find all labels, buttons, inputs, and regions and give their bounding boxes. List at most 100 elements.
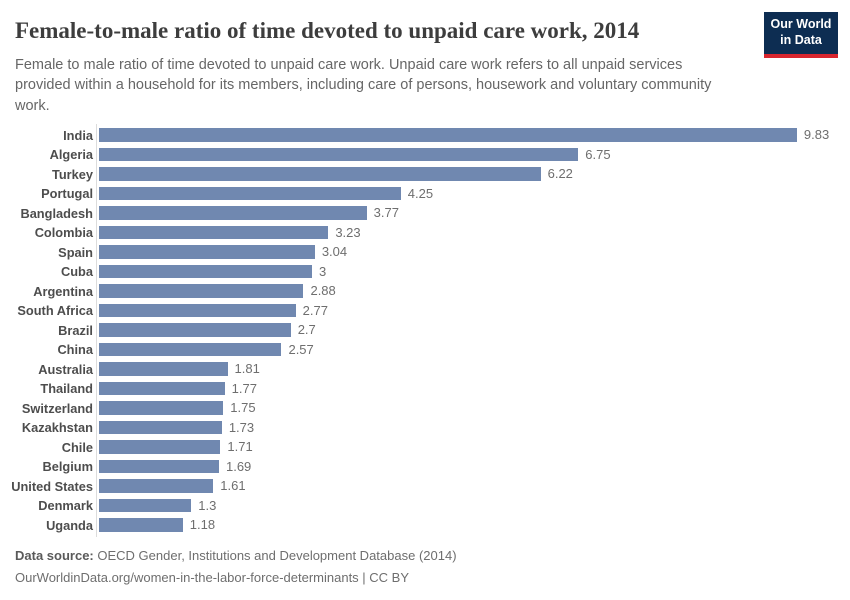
country-label: Algeria xyxy=(49,147,93,163)
bar[interactable] xyxy=(99,420,222,435)
bar[interactable] xyxy=(99,186,401,201)
bar-track: 9.83 xyxy=(93,125,850,145)
data-source-line: Data source: OECD Gender, Institutions a… xyxy=(15,548,850,563)
bar-row: Portugal 4.25 xyxy=(0,184,850,204)
bar-track: 1.75 xyxy=(93,398,850,418)
bar[interactable] xyxy=(99,128,797,142)
country-label: India xyxy=(63,127,93,143)
bar[interactable] xyxy=(99,225,329,240)
data-source-text: OECD Gender, Institutions and Developmen… xyxy=(97,547,457,563)
bar-track: 4.25 xyxy=(93,184,850,204)
y-axis-line xyxy=(96,124,97,537)
bar-track: 1.18 xyxy=(93,515,850,535)
value-label: 6.75 xyxy=(585,146,611,162)
bar[interactable] xyxy=(99,518,183,532)
value-label: 6.22 xyxy=(547,166,573,182)
bar[interactable] xyxy=(99,381,225,396)
value-label: 1.61 xyxy=(220,478,246,494)
bar-track: 3 xyxy=(93,262,850,282)
bar[interactable] xyxy=(99,342,282,357)
owid-logo-line1: Our World xyxy=(770,17,832,31)
bar[interactable] xyxy=(99,479,214,493)
bar-rows: India 9.83 Algeria 6.75 Turkey 6.22 Port… xyxy=(0,124,850,537)
bar[interactable] xyxy=(99,206,367,220)
value-label: 2.57 xyxy=(288,341,314,357)
country-label: China xyxy=(57,342,93,358)
bar-track: 1.61 xyxy=(93,476,850,496)
owid-logo[interactable]: Our World in Data xyxy=(764,12,838,59)
value-label: 1.71 xyxy=(227,439,253,455)
value-label: 4.25 xyxy=(407,185,434,201)
bar-row: Denmark 1.3 xyxy=(0,496,850,516)
country-label: Bangladesh xyxy=(20,205,93,221)
bar[interactable] xyxy=(99,459,219,474)
value-label: 1.69 xyxy=(225,458,252,474)
bar-row: Uganda 1.18 xyxy=(0,515,850,535)
bar-row: Chile 1.71 xyxy=(0,437,850,457)
bar-row: Kazakhstan 1.73 xyxy=(0,418,850,438)
bar-row: Algeria 6.75 xyxy=(0,145,850,165)
bar-row: Argentina 2.88 xyxy=(0,281,850,301)
value-label: 1.73 xyxy=(228,419,255,435)
country-label: Thailand xyxy=(40,381,93,397)
bar[interactable] xyxy=(99,167,541,181)
bar-row: India 9.83 xyxy=(0,125,850,145)
country-label: South Africa xyxy=(17,303,93,319)
value-label: 3 xyxy=(319,263,327,279)
bar[interactable] xyxy=(99,303,296,318)
bar[interactable] xyxy=(99,284,304,298)
bar-track: 6.22 xyxy=(93,164,850,184)
bar-track: 2.77 xyxy=(93,301,850,321)
value-label: 3.04 xyxy=(321,244,348,260)
bar-track: 6.75 xyxy=(93,145,850,165)
country-label: Brazil xyxy=(58,322,93,338)
value-label: 1.3 xyxy=(198,497,217,513)
chart-footer: Data source: OECD Gender, Institutions a… xyxy=(15,548,850,585)
country-label: United States xyxy=(11,478,93,494)
bar[interactable] xyxy=(99,147,579,162)
bar-track: 1.81 xyxy=(93,359,850,379)
bar-row: Switzerland 1.75 xyxy=(0,398,850,418)
bar-track: 1.71 xyxy=(93,437,850,457)
country-label: Australia xyxy=(38,361,93,377)
bar-track: 2.88 xyxy=(93,281,850,301)
country-label: Colombia xyxy=(34,225,93,241)
bar-row: Turkey 6.22 xyxy=(0,164,850,184)
bar-track: 2.7 xyxy=(93,320,850,340)
bar[interactable] xyxy=(99,362,228,376)
country-label: Uganda xyxy=(46,517,93,533)
bar[interactable] xyxy=(99,401,224,415)
value-label: 1.18 xyxy=(189,517,216,533)
chart-header: Female-to-male ratio of time devoted to … xyxy=(0,0,850,116)
bar[interactable] xyxy=(99,323,291,337)
bar-row: China 2.57 xyxy=(0,340,850,360)
bar-row: Thailand 1.77 xyxy=(0,379,850,399)
country-label: Cuba xyxy=(61,264,93,280)
bar[interactable] xyxy=(99,264,312,279)
data-source-label: Data source: xyxy=(15,547,94,563)
value-label: 2.88 xyxy=(310,283,336,299)
bar-track: 1.77 xyxy=(93,379,850,399)
value-label: 1.75 xyxy=(230,400,256,416)
country-label: Spain xyxy=(58,244,93,260)
bar-row: Cuba 3 xyxy=(0,262,850,282)
bar[interactable] xyxy=(99,498,192,513)
bar-track: 3.04 xyxy=(93,242,850,262)
bar-track: 1.69 xyxy=(93,457,850,477)
bar-row: United States 1.61 xyxy=(0,476,850,496)
bar-row: Spain 3.04 xyxy=(0,242,850,262)
bar[interactable] xyxy=(99,440,221,454)
country-label: Switzerland xyxy=(21,400,93,416)
bar[interactable] xyxy=(99,245,315,259)
country-label: Portugal xyxy=(41,186,93,202)
bar-chart: India 9.83 Algeria 6.75 Turkey 6.22 Port… xyxy=(0,124,850,537)
bar-row: Brazil 2.7 xyxy=(0,320,850,340)
bar-row: Bangladesh 3.77 xyxy=(0,203,850,223)
value-label: 9.83 xyxy=(803,127,830,143)
country-label: Turkey xyxy=(51,166,93,182)
bar-track: 3.77 xyxy=(93,203,850,223)
country-label: Kazakhstan xyxy=(21,420,93,436)
chart-title: Female-to-male ratio of time devoted to … xyxy=(15,18,640,43)
bar-row: Australia 1.81 xyxy=(0,359,850,379)
